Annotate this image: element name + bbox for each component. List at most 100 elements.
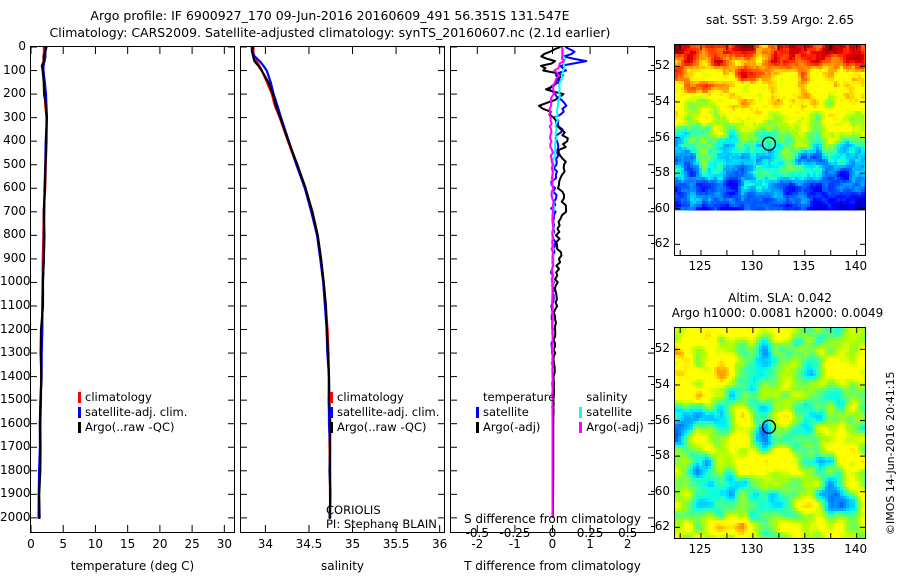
legend-swatch-salinity-argo — [579, 422, 583, 433]
difference-bottom-axis-label: T difference from climatology — [450, 559, 655, 573]
legend-item: climatology — [78, 390, 187, 405]
difference-s-xtick-label: 0.25 — [576, 526, 604, 540]
salinity-xtick-label: 34.5 — [295, 537, 323, 551]
salinity-profile-plot — [241, 47, 444, 532]
sla-map-ytick-label: -60 — [650, 483, 670, 498]
sst-map-title: sat. SST: 3.59 Argo: 2.65 — [660, 13, 900, 27]
difference-t-xtick-label: -1 — [508, 537, 521, 551]
sla-map-ytick-label: -54 — [650, 376, 670, 391]
legend-swatch-temperature-satellite — [476, 407, 479, 418]
sst-map-panel[interactable] — [674, 44, 866, 256]
salinity-legend: climatology satellite-adj. clim. Argo(..… — [330, 390, 439, 435]
depth-tick-label: 500 — [3, 156, 26, 171]
legend-item: Argo(-adj) — [476, 420, 555, 435]
sst-map-xtick-label: 125 — [688, 259, 712, 273]
legend-item: Argo(..raw -QC) — [78, 420, 187, 435]
depth-tick-label: 800 — [3, 227, 26, 242]
legend-label: climatology — [85, 390, 152, 404]
legend-swatch-temperature-argo — [476, 422, 479, 433]
depth-tick-label: 1500 — [0, 392, 31, 407]
legend-swatch-climatology — [78, 392, 81, 403]
salinity-xtick-label: 35.5 — [382, 537, 410, 551]
salinity-axis-label-text: salinity — [320, 559, 365, 573]
difference-t-xtick-label: 0 — [548, 537, 557, 551]
sst-map-ytick-label: -60 — [650, 200, 670, 215]
depth-tick-label: 1400 — [0, 368, 31, 383]
salinity-profile-panel[interactable] — [240, 46, 445, 533]
temperature-xtick-label: 25 — [184, 537, 200, 551]
legend-col-title: salinity — [579, 390, 643, 405]
legend-label: Argo(-adj) — [483, 420, 541, 434]
sst-map-ytick-label: -58 — [650, 165, 670, 180]
legend-col-title-text: temperature — [483, 390, 556, 404]
depth-tick-label: 1100 — [0, 297, 31, 312]
legend-col-title-text: salinity — [586, 390, 628, 404]
legend-item: satellite-adj. clim. — [330, 405, 439, 420]
temperature-legend: climatology satellite-adj. clim. Argo(..… — [78, 390, 187, 435]
sla-map-ytick-label: -56 — [650, 412, 670, 427]
legend-label: Argo(-adj) — [586, 420, 644, 434]
legend-label: satellite-adj. clim. — [85, 405, 188, 419]
sst-map-xtick-label: 135 — [792, 259, 816, 273]
difference-profile-plot — [451, 47, 654, 532]
sla-map-panel[interactable] — [674, 327, 866, 539]
legend-swatch-argo-raw — [78, 422, 81, 433]
sst-map-ytick-label: -52 — [650, 58, 670, 73]
temperature-xtick-label: 15 — [120, 537, 136, 551]
sst-map-title-text: sat. SST: 3.59 Argo: 2.65 — [705, 13, 855, 27]
legend-label: satellite — [586, 405, 633, 419]
sla-map-xtick-label: 135 — [792, 542, 816, 556]
sla-map-xtick-label: 140 — [844, 542, 868, 556]
difference-legend: temperature satellite Argo(-adj) salinit… — [476, 390, 644, 435]
depth-tick-label: 1600 — [0, 415, 31, 430]
legend-label: satellite — [483, 405, 529, 419]
depth-tick-label: 200 — [3, 86, 26, 101]
data-center-label: CORIOLIS — [326, 503, 381, 517]
page-title-line1: Argo profile: IF 6900927_170 09-Jun-2016… — [0, 8, 660, 23]
legend-label: climatology — [337, 390, 404, 404]
depth-tick-label: 2000 — [0, 509, 31, 524]
copyright-credit: ©IMOS 14-Jun-2016 20:41:15 — [884, 371, 897, 535]
legend-item: satellite-adj. clim. — [78, 405, 187, 420]
sst-map-xtick-label: 130 — [740, 259, 764, 273]
temperature-xtick-label: 5 — [59, 537, 68, 551]
sst-map-ytick-label: -56 — [650, 129, 670, 144]
temperature-xtick-label: 0 — [27, 537, 35, 551]
salinity-xtick-label: 36 — [432, 537, 448, 551]
sst-map-image — [675, 45, 865, 255]
legend-label: Argo(..raw -QC) — [337, 420, 427, 434]
depth-tick-label: 1800 — [0, 462, 31, 477]
temperature-xtick-label: 10 — [87, 537, 104, 551]
sla-map-title-line1-text: Altim. SLA: 0.042 — [728, 291, 832, 305]
sla-map-ytick-label: -58 — [650, 448, 670, 463]
difference-bottom-axis-label-text: T difference from climatology — [464, 559, 641, 573]
legend-swatch-satellite-adj — [330, 407, 333, 418]
page-title-line2-text: Climatology: CARS2009. Satellite-adjuste… — [49, 25, 611, 40]
temperature-profile-panel[interactable] — [30, 46, 235, 533]
depth-tick-label: 900 — [3, 250, 26, 265]
salinity-xtick-label: 34 — [257, 537, 274, 551]
legend-col-title: temperature — [476, 390, 555, 405]
depth-tick-label: 1000 — [0, 274, 31, 289]
sla-map-title-line2-text: Argo h1000: 0.0081 h2000: 0.0049 — [671, 306, 884, 320]
sst-map-ytick-label: -62 — [650, 236, 670, 251]
depth-tick-label: 1300 — [0, 345, 31, 360]
legend-swatch-argo-raw — [330, 422, 333, 433]
sla-map-title-line1: Altim. SLA: 0.042 — [660, 291, 900, 305]
legend-swatch-salinity-satellite — [579, 407, 583, 418]
temperature-profile-plot — [31, 47, 234, 532]
depth-tick-label: 700 — [3, 203, 26, 218]
legend-item: satellite — [476, 405, 555, 420]
difference-profile-panel[interactable] — [450, 46, 655, 533]
depth-tick-label: 1700 — [0, 439, 31, 454]
sla-map-title-line2: Argo h1000: 0.0081 h2000: 0.0049 — [655, 306, 900, 320]
depth-tick-label: 0 — [18, 39, 26, 53]
difference-t-xtick-label: 1 — [586, 537, 594, 551]
sla-map-ytick-label: -52 — [650, 341, 670, 356]
depth-tick-label: 100 — [3, 62, 26, 77]
depth-tick-label: 300 — [3, 109, 26, 124]
difference-legend-col-temperature: temperature satellite Argo(-adj) — [476, 390, 555, 435]
legend-item: Argo(..raw -QC) — [330, 420, 439, 435]
legend-label: satellite-adj. clim. — [337, 405, 440, 419]
legend-item: Argo(-adj) — [579, 420, 644, 435]
